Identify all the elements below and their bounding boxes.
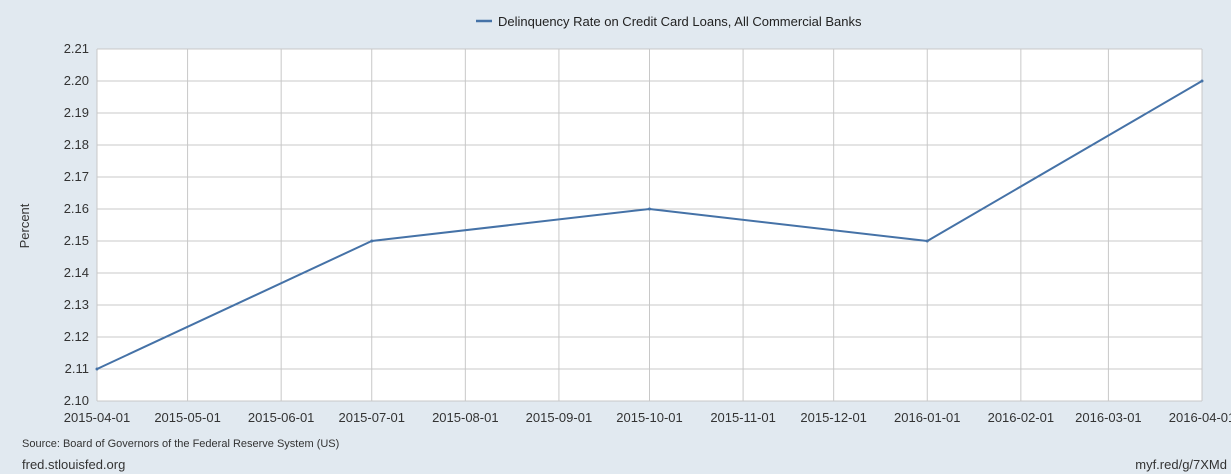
y-tick-label: 2.21 (64, 41, 89, 56)
x-tick-label: 2015-12-01 (800, 410, 867, 425)
footer-short-link[interactable]: myf.red/g/7XMd (1135, 457, 1227, 472)
grid-lines (96, 48, 1203, 402)
data-point[interactable] (925, 239, 929, 243)
data-point[interactable] (1200, 79, 1204, 83)
y-tick-label: 2.17 (64, 169, 89, 184)
x-tick-label: 2016-01-01 (894, 410, 961, 425)
y-axis-title: Percent (17, 203, 32, 248)
data-point[interactable] (95, 367, 99, 371)
y-tick-label: 2.10 (64, 393, 89, 408)
y-tick-label: 2.13 (64, 297, 89, 312)
data-point[interactable] (370, 239, 374, 243)
x-tick-label: 2015-09-01 (526, 410, 593, 425)
x-tick-label: 2015-11-01 (710, 410, 776, 425)
y-tick-label: 2.20 (64, 73, 89, 88)
legend-label: Delinquency Rate on Credit Card Loans, A… (498, 14, 862, 29)
x-tick-label: 2015-05-01 (154, 410, 221, 425)
footer-site-link[interactable]: fred.stlouisfed.org (22, 457, 126, 472)
x-tick-label: 2016-02-01 (988, 410, 1055, 425)
x-tick-label: 2015-06-01 (248, 410, 315, 425)
x-tick-label: 2016-03-01 (1075, 410, 1142, 425)
x-tick-label: 2016-04-01 (1169, 410, 1231, 425)
y-tick-label: 2.16 (64, 201, 89, 216)
legend[interactable]: Delinquency Rate on Credit Card Loans, A… (476, 14, 862, 29)
data-point[interactable] (648, 207, 651, 211)
x-axis-ticks: 2015-04-01 2015-05-01 2015-06-01 2015-07-01… (64, 410, 1231, 425)
x-tick-label: 2015-04-01 (64, 410, 131, 425)
y-tick-label: 2.15 (64, 233, 89, 248)
series-lines (95, 79, 1204, 371)
y-tick-label: 2.11 (65, 361, 89, 376)
y-axis-ticks: 2.10 2.11 2.12 2.13 2.14 2.15 2.16 2.17 2.18 2.19… (64, 41, 89, 408)
x-tick-label: 2015-07-01 (338, 410, 405, 425)
x-tick-label: 2015-10-01 (616, 410, 683, 425)
y-tick-label: 2.19 (64, 105, 89, 120)
y-tick-label: 2.12 (64, 329, 89, 344)
y-tick-label: 2.14 (64, 265, 89, 280)
x-tick-label: 2015-08-01 (432, 410, 499, 425)
source-note: Source: Board of Governors of the Federa… (22, 438, 340, 450)
y-tick-label: 2.18 (64, 137, 89, 152)
